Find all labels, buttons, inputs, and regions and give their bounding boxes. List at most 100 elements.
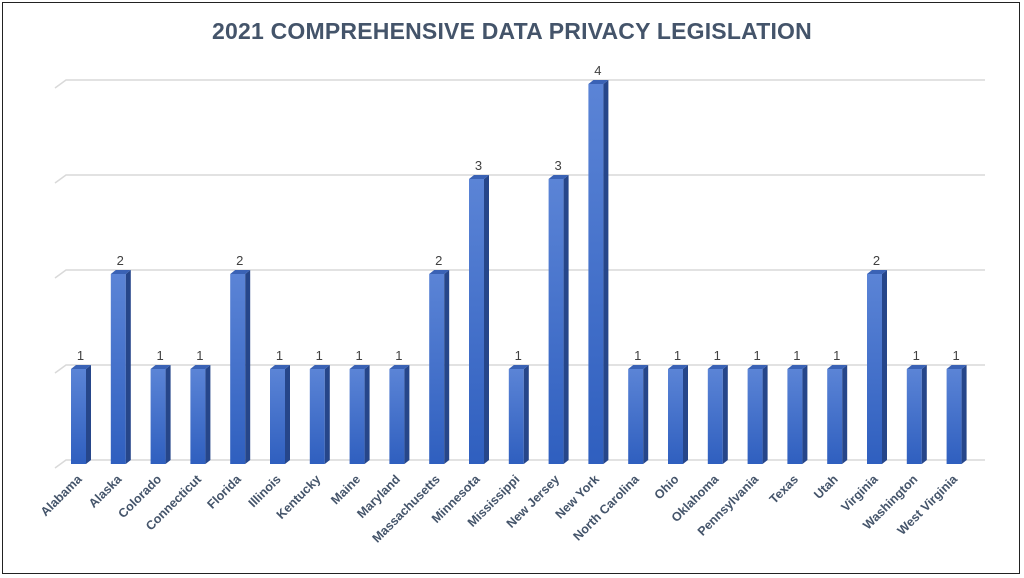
category-label: Maine: [328, 472, 363, 507]
category-label: Florida: [204, 471, 244, 511]
bar-side: [205, 365, 211, 464]
category-label: Texas: [767, 472, 801, 506]
bar-top: [270, 365, 290, 369]
bar-north-carolina: [628, 369, 644, 464]
bar-top: [548, 175, 569, 179]
bar-side: [842, 365, 848, 464]
bar-side: [484, 175, 489, 464]
bar-kentucky: [309, 369, 325, 464]
bar-top: [190, 365, 211, 369]
data-label: 1: [196, 348, 203, 363]
bar-top: [150, 365, 171, 369]
bar-side: [683, 365, 688, 464]
data-label: 1: [395, 348, 402, 363]
data-label: 1: [77, 348, 84, 363]
bar-mississippi: [508, 369, 524, 464]
bar-top: [946, 365, 967, 369]
data-label: 1: [355, 348, 362, 363]
data-label: 3: [475, 158, 482, 173]
bar-side: [523, 365, 529, 464]
bar-side: [125, 270, 131, 464]
bar-top: [110, 270, 131, 274]
gridline: [54, 269, 985, 279]
bar-oklahoma: [707, 369, 723, 464]
bar-maine: [349, 369, 365, 464]
bar-top: [508, 365, 529, 369]
data-label: 1: [316, 348, 323, 363]
data-label: 1: [833, 348, 840, 363]
bar-minnesota: [469, 179, 484, 464]
bar-top: [469, 175, 489, 179]
bar-alabama: [71, 369, 86, 464]
bar-florida: [230, 274, 246, 464]
data-label: 1: [753, 348, 760, 363]
category-label: Alaska: [86, 471, 125, 510]
data-label: 1: [913, 348, 920, 363]
data-label: 1: [634, 348, 641, 363]
category-label: Illinois: [246, 472, 284, 510]
bar-side: [404, 365, 410, 464]
bar-side: [722, 365, 728, 464]
bar-side: [603, 80, 609, 464]
bar-side: [961, 365, 967, 464]
gridline: [54, 174, 985, 184]
category-label: Massachusetts: [370, 472, 443, 545]
data-label: 1: [952, 348, 959, 363]
bar-side: [245, 270, 251, 464]
category-label: Utah: [811, 472, 841, 502]
bar-side: [324, 365, 330, 464]
chart-title: 2021 COMPREHENSIVE DATA PRIVACY LEGISLAT…: [212, 18, 812, 44]
bar-top: [827, 365, 848, 369]
gridline: [54, 79, 985, 89]
bar-side: [882, 270, 887, 464]
category-label: Alabama: [38, 471, 85, 518]
bar-side: [921, 365, 927, 464]
bar-illinois: [270, 369, 285, 464]
bar-side: [165, 365, 171, 464]
bar-massachusetts: [429, 274, 445, 464]
bar-new-jersey: [548, 179, 564, 464]
data-label: 3: [554, 158, 561, 173]
bar-top: [787, 365, 808, 369]
bar-top: [389, 365, 410, 369]
bar-west-virginia: [946, 369, 962, 464]
bar-side: [563, 175, 569, 464]
data-label: 1: [674, 348, 681, 363]
bar-side: [762, 365, 768, 464]
data-label: 2: [236, 253, 243, 268]
bar-top: [71, 365, 91, 369]
bar-top: [429, 270, 450, 274]
bar-side: [802, 365, 808, 464]
bar-side: [86, 365, 91, 464]
data-label: 1: [793, 348, 800, 363]
bar-top: [588, 80, 609, 84]
data-label: 4: [594, 63, 601, 78]
bar-connecticut: [190, 369, 206, 464]
bar-washington: [906, 369, 922, 464]
bar-ohio: [668, 369, 683, 464]
data-label: 2: [435, 253, 442, 268]
bar-top: [707, 365, 728, 369]
bar-top: [906, 365, 927, 369]
bar-top: [747, 365, 768, 369]
data-label: 2: [117, 253, 124, 268]
bar-side: [643, 365, 649, 464]
category-label: Ohio: [652, 472, 682, 502]
bar-alaska: [110, 274, 126, 464]
bar-texas: [787, 369, 803, 464]
data-label: 1: [515, 348, 522, 363]
bar-top: [230, 270, 251, 274]
bar-colorado: [150, 369, 166, 464]
bar-side: [444, 270, 450, 464]
bar-side: [364, 365, 370, 464]
bar-utah: [827, 369, 843, 464]
bar-new-york: [588, 84, 604, 464]
bar-maryland: [389, 369, 405, 464]
category-label: Kentucky: [274, 472, 324, 522]
data-label: 1: [156, 348, 163, 363]
bar-virginia: [867, 274, 882, 464]
bar-top: [668, 365, 688, 369]
bar-pennsylvania: [747, 369, 763, 464]
